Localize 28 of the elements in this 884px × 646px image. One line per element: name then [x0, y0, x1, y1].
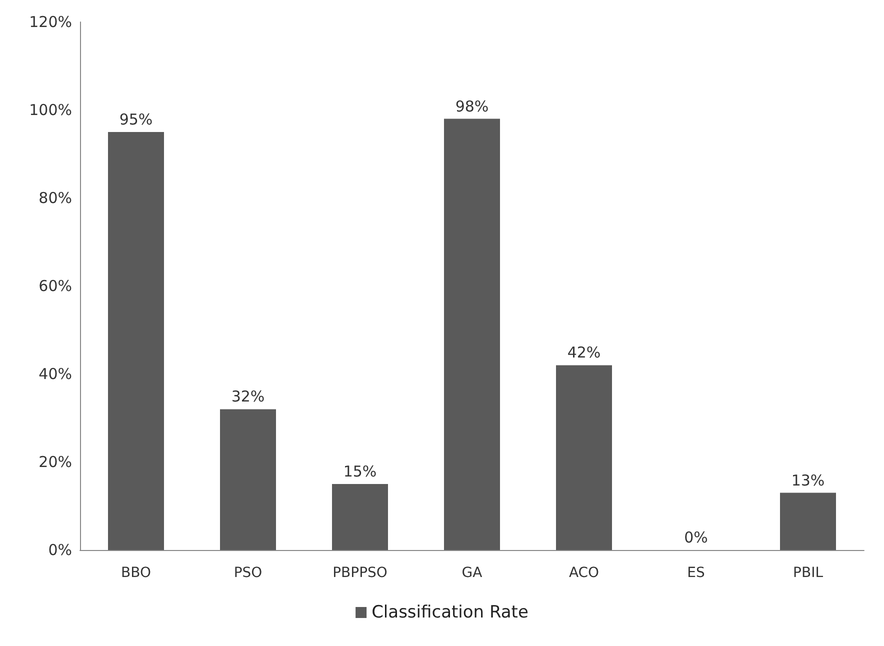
x-tick-label: BBO	[121, 565, 151, 581]
data-label: 15%	[343, 462, 377, 480]
x-tick-label: GA	[462, 565, 483, 581]
data-label: 13%	[791, 471, 825, 490]
bar	[220, 409, 276, 550]
data-label: 42%	[567, 344, 601, 362]
data-label: 98%	[455, 97, 489, 116]
y-tick-label: 60%	[38, 277, 72, 295]
y-tick-label: 80%	[38, 189, 72, 207]
data-label: 0%	[684, 528, 708, 546]
y-tick-label: 0%	[48, 541, 72, 559]
x-tick-label: PBIL	[793, 565, 824, 581]
x-tick-label: ACO	[568, 565, 600, 581]
x-tick-label: ES	[687, 565, 705, 581]
bar	[556, 365, 612, 550]
x-tick-label: PSO	[234, 565, 262, 581]
bar	[780, 492, 836, 550]
x-tick-label: PBPPSO	[332, 565, 388, 581]
bar	[332, 484, 388, 550]
bar	[108, 132, 164, 550]
y-tick-label: 100%	[29, 101, 72, 119]
y-tick-label: 120%	[29, 13, 72, 31]
y-tick-label: 40%	[38, 365, 72, 383]
bar	[444, 118, 500, 550]
data-label: 32%	[231, 388, 265, 406]
legend-label: Classification Rate	[372, 602, 528, 622]
y-tick-label: 20%	[38, 453, 72, 471]
data-label: 95%	[119, 110, 153, 128]
